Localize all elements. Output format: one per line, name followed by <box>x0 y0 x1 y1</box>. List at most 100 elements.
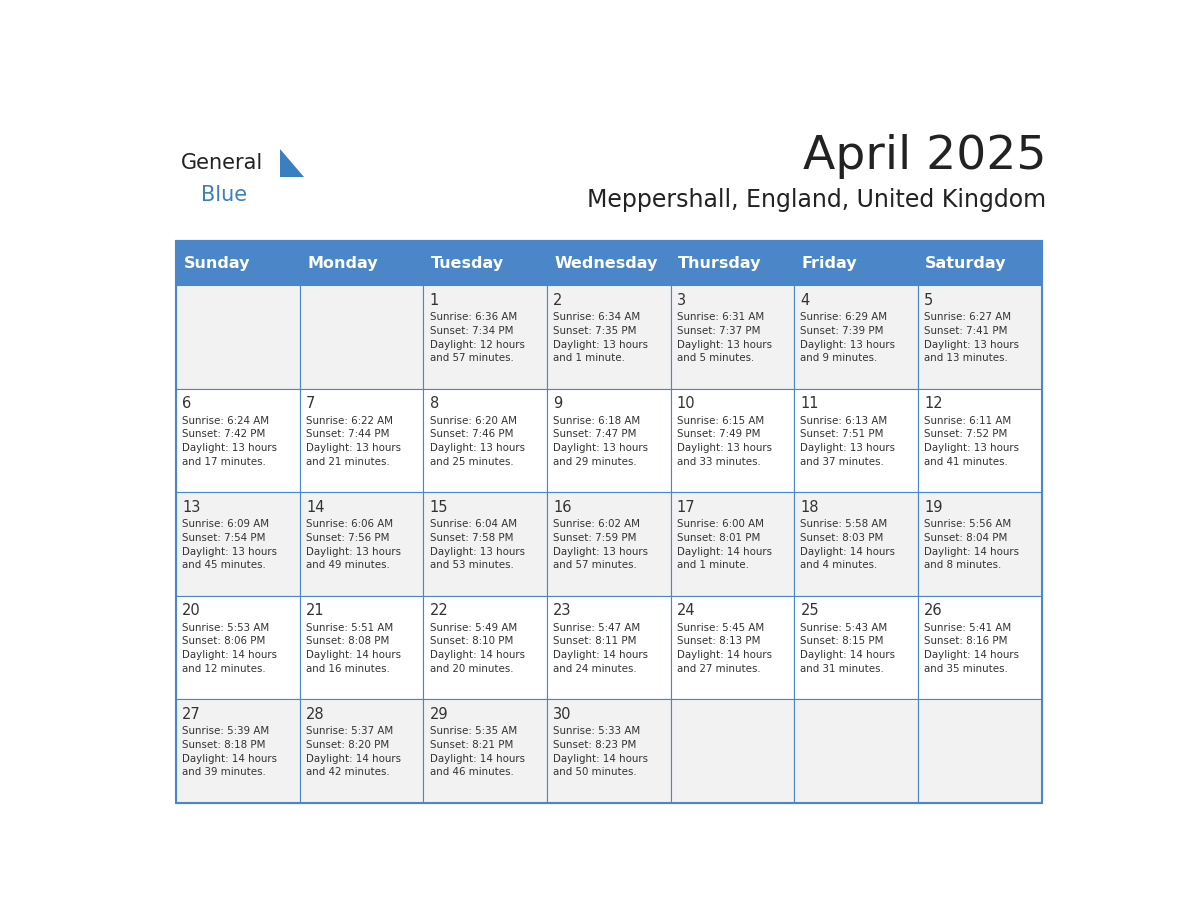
Bar <box>795 596 918 700</box>
Bar <box>176 596 299 700</box>
Bar <box>671 700 795 803</box>
Text: 24: 24 <box>677 603 695 618</box>
Text: 11: 11 <box>801 397 819 411</box>
Bar <box>176 389 299 492</box>
Bar <box>176 700 299 803</box>
Bar <box>671 389 795 492</box>
Bar <box>299 492 423 596</box>
Text: 9: 9 <box>554 397 562 411</box>
Text: Sunrise: 5:45 AM
Sunset: 8:13 PM
Daylight: 14 hours
and 27 minutes.: Sunrise: 5:45 AM Sunset: 8:13 PM Dayligh… <box>677 622 772 674</box>
Text: 25: 25 <box>801 603 819 618</box>
Text: 30: 30 <box>554 707 571 722</box>
Bar <box>795 700 918 803</box>
Text: Sunrise: 6:27 AM
Sunset: 7:41 PM
Daylight: 13 hours
and 13 minutes.: Sunrise: 6:27 AM Sunset: 7:41 PM Dayligh… <box>924 312 1019 364</box>
Bar <box>671 492 795 596</box>
Text: Sunrise: 5:47 AM
Sunset: 8:11 PM
Daylight: 14 hours
and 24 minutes.: Sunrise: 5:47 AM Sunset: 8:11 PM Dayligh… <box>554 622 649 674</box>
Bar <box>176 492 299 596</box>
Text: Wednesday: Wednesday <box>555 256 658 271</box>
Text: 18: 18 <box>801 499 819 515</box>
Text: 20: 20 <box>182 603 201 618</box>
Text: 4: 4 <box>801 293 810 308</box>
Text: Sunrise: 6:34 AM
Sunset: 7:35 PM
Daylight: 13 hours
and 1 minute.: Sunrise: 6:34 AM Sunset: 7:35 PM Dayligh… <box>554 312 649 364</box>
Bar <box>671 596 795 700</box>
Bar <box>176 241 299 285</box>
Text: April 2025: April 2025 <box>803 134 1047 179</box>
Text: Sunrise: 6:18 AM
Sunset: 7:47 PM
Daylight: 13 hours
and 29 minutes.: Sunrise: 6:18 AM Sunset: 7:47 PM Dayligh… <box>554 416 649 466</box>
Text: Saturday: Saturday <box>925 256 1007 271</box>
Bar <box>546 596 671 700</box>
Text: Sunrise: 6:29 AM
Sunset: 7:39 PM
Daylight: 13 hours
and 9 minutes.: Sunrise: 6:29 AM Sunset: 7:39 PM Dayligh… <box>801 312 896 364</box>
Bar <box>795 285 918 389</box>
Text: Sunrise: 6:04 AM
Sunset: 7:58 PM
Daylight: 13 hours
and 53 minutes.: Sunrise: 6:04 AM Sunset: 7:58 PM Dayligh… <box>430 520 525 570</box>
Text: Sunrise: 6:11 AM
Sunset: 7:52 PM
Daylight: 13 hours
and 41 minutes.: Sunrise: 6:11 AM Sunset: 7:52 PM Dayligh… <box>924 416 1019 466</box>
Bar <box>423 492 546 596</box>
Text: 29: 29 <box>430 707 448 722</box>
Bar <box>671 285 795 389</box>
Text: Sunrise: 5:39 AM
Sunset: 8:18 PM
Daylight: 14 hours
and 39 minutes.: Sunrise: 5:39 AM Sunset: 8:18 PM Dayligh… <box>182 726 277 778</box>
Text: Blue: Blue <box>201 185 247 205</box>
Text: 2: 2 <box>554 293 563 308</box>
Bar <box>176 241 1042 803</box>
Bar <box>423 596 546 700</box>
Bar <box>918 285 1042 389</box>
Text: Sunrise: 6:31 AM
Sunset: 7:37 PM
Daylight: 13 hours
and 5 minutes.: Sunrise: 6:31 AM Sunset: 7:37 PM Dayligh… <box>677 312 772 364</box>
Text: 27: 27 <box>182 707 201 722</box>
Bar <box>795 389 918 492</box>
Text: 28: 28 <box>307 707 324 722</box>
Text: Tuesday: Tuesday <box>431 256 504 271</box>
Bar <box>423 285 546 389</box>
Text: 5: 5 <box>924 293 934 308</box>
Text: Sunrise: 5:58 AM
Sunset: 8:03 PM
Daylight: 14 hours
and 4 minutes.: Sunrise: 5:58 AM Sunset: 8:03 PM Dayligh… <box>801 520 896 570</box>
Text: General: General <box>181 153 263 174</box>
Bar <box>795 492 918 596</box>
Text: 3: 3 <box>677 293 685 308</box>
Text: 7: 7 <box>307 397 315 411</box>
Text: Sunrise: 6:02 AM
Sunset: 7:59 PM
Daylight: 13 hours
and 57 minutes.: Sunrise: 6:02 AM Sunset: 7:59 PM Dayligh… <box>554 520 649 570</box>
Text: 12: 12 <box>924 397 943 411</box>
Bar <box>299 389 423 492</box>
Text: 8: 8 <box>430 397 438 411</box>
Text: 22: 22 <box>430 603 448 618</box>
Text: Sunrise: 5:51 AM
Sunset: 8:08 PM
Daylight: 14 hours
and 16 minutes.: Sunrise: 5:51 AM Sunset: 8:08 PM Dayligh… <box>307 622 400 674</box>
Bar <box>671 241 795 285</box>
Bar <box>176 285 299 389</box>
Bar <box>918 700 1042 803</box>
Bar <box>299 700 423 803</box>
Bar <box>423 700 546 803</box>
Text: Meppershall, England, United Kingdom: Meppershall, England, United Kingdom <box>587 188 1047 212</box>
Text: 13: 13 <box>182 499 201 515</box>
Text: Sunrise: 6:24 AM
Sunset: 7:42 PM
Daylight: 13 hours
and 17 minutes.: Sunrise: 6:24 AM Sunset: 7:42 PM Dayligh… <box>182 416 277 466</box>
Bar <box>299 241 423 285</box>
Bar <box>546 492 671 596</box>
Text: Sunrise: 6:22 AM
Sunset: 7:44 PM
Daylight: 13 hours
and 21 minutes.: Sunrise: 6:22 AM Sunset: 7:44 PM Dayligh… <box>307 416 400 466</box>
Text: Thursday: Thursday <box>678 256 762 271</box>
Text: 1: 1 <box>430 293 438 308</box>
Text: 19: 19 <box>924 499 942 515</box>
Text: Sunrise: 6:13 AM
Sunset: 7:51 PM
Daylight: 13 hours
and 37 minutes.: Sunrise: 6:13 AM Sunset: 7:51 PM Dayligh… <box>801 416 896 466</box>
Text: 21: 21 <box>307 603 324 618</box>
Text: Sunrise: 6:09 AM
Sunset: 7:54 PM
Daylight: 13 hours
and 45 minutes.: Sunrise: 6:09 AM Sunset: 7:54 PM Dayligh… <box>182 520 277 570</box>
Text: Sunrise: 6:06 AM
Sunset: 7:56 PM
Daylight: 13 hours
and 49 minutes.: Sunrise: 6:06 AM Sunset: 7:56 PM Dayligh… <box>307 520 400 570</box>
Text: 17: 17 <box>677 499 695 515</box>
Text: Sunrise: 6:20 AM
Sunset: 7:46 PM
Daylight: 13 hours
and 25 minutes.: Sunrise: 6:20 AM Sunset: 7:46 PM Dayligh… <box>430 416 525 466</box>
Text: 10: 10 <box>677 397 695 411</box>
Text: 6: 6 <box>182 397 191 411</box>
Text: Sunday: Sunday <box>183 256 249 271</box>
Text: 23: 23 <box>554 603 571 618</box>
Text: Sunrise: 5:41 AM
Sunset: 8:16 PM
Daylight: 14 hours
and 35 minutes.: Sunrise: 5:41 AM Sunset: 8:16 PM Dayligh… <box>924 622 1019 674</box>
Text: Sunrise: 6:00 AM
Sunset: 8:01 PM
Daylight: 14 hours
and 1 minute.: Sunrise: 6:00 AM Sunset: 8:01 PM Dayligh… <box>677 520 772 570</box>
Text: Sunrise: 5:53 AM
Sunset: 8:06 PM
Daylight: 14 hours
and 12 minutes.: Sunrise: 5:53 AM Sunset: 8:06 PM Dayligh… <box>182 622 277 674</box>
Text: Sunrise: 5:35 AM
Sunset: 8:21 PM
Daylight: 14 hours
and 46 minutes.: Sunrise: 5:35 AM Sunset: 8:21 PM Dayligh… <box>430 726 525 778</box>
Bar <box>546 700 671 803</box>
Text: Sunrise: 6:36 AM
Sunset: 7:34 PM
Daylight: 12 hours
and 57 minutes.: Sunrise: 6:36 AM Sunset: 7:34 PM Dayligh… <box>430 312 524 364</box>
Text: Sunrise: 5:33 AM
Sunset: 8:23 PM
Daylight: 14 hours
and 50 minutes.: Sunrise: 5:33 AM Sunset: 8:23 PM Dayligh… <box>554 726 649 778</box>
Text: 26: 26 <box>924 603 943 618</box>
Text: Monday: Monday <box>308 256 378 271</box>
Bar <box>918 492 1042 596</box>
Bar <box>423 389 546 492</box>
Text: Sunrise: 5:56 AM
Sunset: 8:04 PM
Daylight: 14 hours
and 8 minutes.: Sunrise: 5:56 AM Sunset: 8:04 PM Dayligh… <box>924 520 1019 570</box>
Text: Sunrise: 5:37 AM
Sunset: 8:20 PM
Daylight: 14 hours
and 42 minutes.: Sunrise: 5:37 AM Sunset: 8:20 PM Dayligh… <box>307 726 400 778</box>
Text: Sunrise: 6:15 AM
Sunset: 7:49 PM
Daylight: 13 hours
and 33 minutes.: Sunrise: 6:15 AM Sunset: 7:49 PM Dayligh… <box>677 416 772 466</box>
Text: Sunrise: 5:49 AM
Sunset: 8:10 PM
Daylight: 14 hours
and 20 minutes.: Sunrise: 5:49 AM Sunset: 8:10 PM Dayligh… <box>430 622 525 674</box>
Bar <box>546 389 671 492</box>
